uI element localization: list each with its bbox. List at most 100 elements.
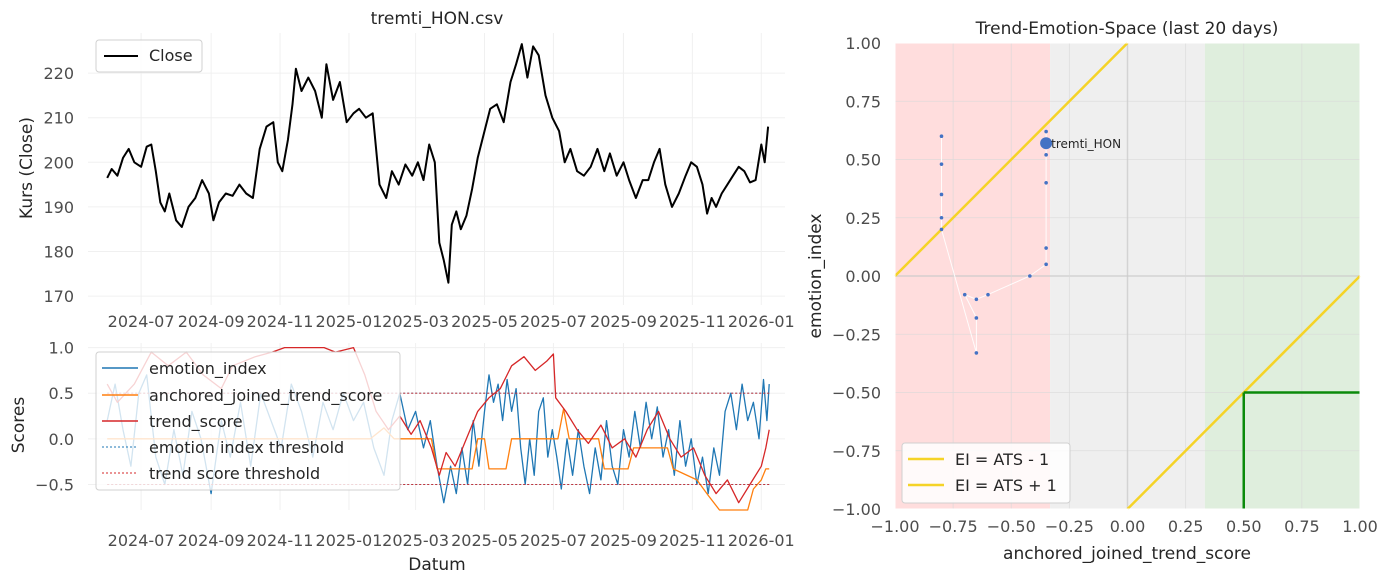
price-y-ticks: 170 180 190 200 210 220: [43, 64, 74, 306]
price-x-tick-label: 2025-05: [451, 312, 518, 331]
price-grid: [88, 33, 785, 305]
te-y-tick-label: −1.00: [832, 500, 881, 519]
scores-legend-box: [95, 351, 401, 491]
price-x-tick-label: 2025-09: [590, 312, 657, 331]
te-y-tick-label: 0.25: [845, 209, 881, 228]
price-x-tick-label: 2025-03: [382, 312, 449, 331]
trajectory-point: [962, 292, 967, 297]
trajectory-point: [1044, 153, 1048, 157]
trajectory-point: [1044, 181, 1048, 185]
scores-x-ticks: 2024-07 2024-09 2024-11 2025-01 2025-03 2025-…: [108, 531, 795, 550]
legend-anchored-score-label: anchored_joined_trend_score: [149, 386, 382, 406]
te-x-tick-label: 1.00: [1342, 517, 1378, 536]
price-x-tick-label: 2024-11: [247, 312, 314, 331]
te-legend: EI = ATS - 1 EI = ATS + 1: [901, 442, 1071, 504]
te-x-ticks: −1.00 −0.75 −0.50 −0.25 0.00 0.25 0.50 0.75 1.00: [870, 517, 1377, 536]
price-y-tick-label: 180: [43, 242, 74, 261]
scores-x-tick-label: 2025-11: [659, 531, 726, 550]
price-chart-title: tremti_HON.csv: [371, 9, 504, 29]
te-y-axis-label: emotion_index: [806, 214, 826, 339]
price-x-tick-label: 2024-07: [108, 312, 175, 331]
scores-legend: emotion_index anchored_joined_trend_scor…: [95, 351, 401, 491]
scores-y-tick-label: 1.0: [49, 339, 74, 358]
price-x-tick-label: 2025-01: [316, 312, 383, 331]
scores-y-tick-label: 0.5: [49, 384, 74, 403]
te-grid: [894, 42, 1361, 510]
price-series: [106, 43, 770, 284]
te-y-tick-label: 1.00: [845, 34, 881, 53]
trajectory-point: [939, 192, 944, 197]
te-x-tick-label: 0.50: [1226, 517, 1262, 536]
legend-ei-plus-label: EI = ATS + 1: [955, 476, 1057, 495]
trajectory-point: [939, 134, 944, 138]
scores-x-tick-label: 2026-01: [728, 531, 795, 550]
scores-x-tick-label: 2024-11: [247, 531, 314, 550]
price-x-ticks: 2024-07 2024-09 2024-11 2025-01 2025-03 2025-…: [108, 312, 795, 331]
scores-y-tick-label: −0.5: [35, 475, 74, 494]
price-y-tick-label: 190: [43, 198, 74, 217]
trajectory-point: [1044, 262, 1048, 267]
legend-trend-score-label: trend_score: [149, 412, 243, 432]
price-x-tick-label: 2025-07: [520, 312, 587, 331]
te-x-tick-label: −0.25: [1045, 517, 1094, 536]
trajectory-point: [974, 351, 979, 355]
te-path: [939, 129, 1053, 355]
te-y-tick-label: 0.50: [845, 151, 881, 170]
close-line: [106, 43, 770, 284]
price-x-tick-label: 2024-09: [178, 312, 245, 331]
te-y-tick-label: 0.00: [845, 267, 881, 286]
te-y-tick-label: −0.50: [832, 384, 881, 403]
price-y-axis-label: Kurs (Close): [17, 117, 37, 219]
trajectory-point: [939, 215, 944, 220]
trajectory-point: [974, 297, 979, 302]
scores-x-tick-label: 2025-03: [382, 531, 449, 550]
ei-ats-plus-line: [894, 42, 1129, 277]
price-legend-box: [95, 39, 203, 73]
legend-close-label: Close: [149, 46, 193, 65]
legend-trend-threshold-label: trend score threshold: [149, 464, 320, 483]
price-x-tick-label: 2025-11: [659, 312, 726, 331]
scores-x-tick-label: 2025-05: [451, 531, 518, 550]
te-frame: [894, 42, 1361, 510]
te-x-tick-label: 0.25: [1168, 517, 1204, 536]
te-x-tick-label: −0.75: [929, 517, 978, 536]
scores-chart: −0.50.00.51.0 2024-07 2024-09 2024-11 2025-…: [9, 339, 795, 575]
trajectory-point: [1044, 129, 1048, 134]
scores-x-tick-label: 2025-07: [520, 531, 587, 550]
scores-x-tick-label: 2024-09: [178, 531, 245, 550]
te-y-tick-label: −0.75: [832, 442, 881, 461]
scores-y-tick-label: 0.0: [49, 430, 74, 449]
trajectory-point: [974, 316, 979, 320]
te-y-tick-label: −0.25: [832, 325, 881, 344]
scores-y-axis-label: Scores: [9, 397, 29, 454]
scores-x-axis-label: Datum: [408, 555, 466, 575]
te-x-tick-label: 0.00: [1110, 517, 1146, 536]
scores-y-ticks: −0.5 0.0 0.5 1.0: [35, 339, 74, 495]
te-lines: [894, 42, 1361, 510]
te-chart-title: Trend-Emotion-Space (last 20 days): [975, 19, 1279, 39]
price-plot-area: [88, 33, 785, 305]
trajectory-point: [986, 292, 990, 297]
price-y-tick-label: 220: [43, 64, 74, 83]
price-chart: 170 180 190 200 210 220 2024-07 2024-09 2024-11…: [17, 9, 795, 331]
trajectory-point: [1044, 246, 1048, 250]
legend-emotion-threshold-label: emotion index threshold: [149, 438, 344, 457]
price-y-tick-label: 170: [43, 287, 74, 306]
scores-x-tick-label: 2025-01: [316, 531, 383, 550]
trajectory-point: [939, 227, 944, 232]
scores-x-tick-label: 2024-07: [108, 531, 175, 550]
price-legend: Close: [95, 39, 203, 73]
price-y-tick-label: 200: [43, 153, 74, 172]
te-x-tick-label: 0.75: [1284, 517, 1320, 536]
current-point-marker: [1040, 137, 1053, 150]
legend-emotion-index-label: emotion_index: [149, 359, 267, 379]
trajectory-point: [1028, 274, 1032, 278]
trend-emotion-chart: −1.00 −0.75 −0.50 −0.25 0.00 0.25 0.50 0.75 1.00…: [806, 19, 1378, 564]
te-x-tick-label: −1.00: [870, 517, 919, 536]
trajectory-point: [939, 162, 944, 166]
current-point-label: tremti_HON: [1051, 137, 1121, 151]
scores-x-tick-label: 2025-09: [590, 531, 657, 550]
te-x-axis-label: anchored_joined_trend_score: [1003, 544, 1251, 564]
te-x-tick-label: −0.50: [987, 517, 1036, 536]
